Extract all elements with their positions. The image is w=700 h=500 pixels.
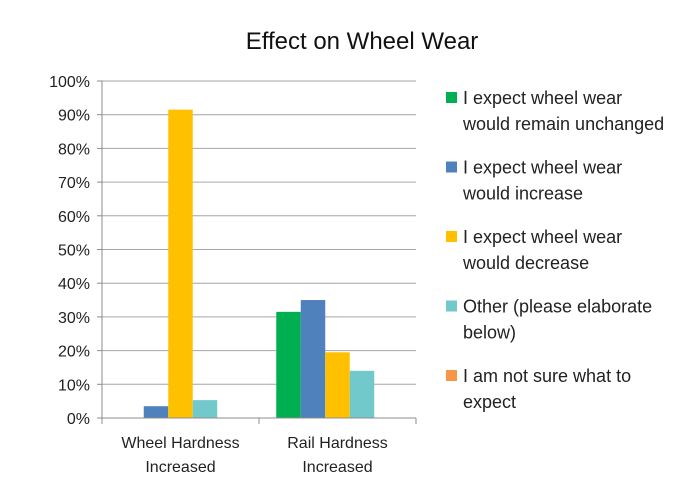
bar (143, 406, 169, 418)
legend-label: I expect wheel wear would increase (462, 158, 622, 204)
x-tick-label-line: Increased (302, 459, 372, 476)
legend-label-line: Other (please elaborate (463, 297, 652, 317)
x-tick-label-line: Rail Hardness (287, 435, 387, 452)
x-tick-label: Rail Hardness Increased (287, 435, 387, 476)
legend-swatch (446, 231, 457, 242)
legend-label: I expect wheel wear would remain unchange… (462, 88, 664, 134)
bar (325, 352, 350, 418)
legend-swatch (446, 370, 457, 381)
legend-label: Other (please elaborate below) (463, 297, 652, 343)
legend-swatch (446, 300, 457, 312)
legend-label: I expect wheel wear would decrease (462, 227, 622, 273)
bar (192, 400, 218, 418)
legend-swatch (446, 161, 457, 173)
x-tick-label-line: Increased (145, 459, 215, 476)
y-tick-label: 90% (58, 108, 90, 125)
bars (143, 109, 375, 419)
legend: I expect wheel wear would remain unchange… (446, 88, 664, 412)
bar (276, 311, 301, 418)
legend-label-line: would increase (462, 184, 583, 204)
legend-label-line: would decrease (462, 253, 589, 273)
chart-title: Effect on Wheel Wear (246, 28, 479, 55)
y-tick-label: 100% (49, 74, 90, 91)
bar (168, 109, 193, 419)
x-axis-ticks: Wheel Hardness Increased Rail Hardness Incr… (101, 418, 417, 476)
legend-label-line: below) (463, 323, 516, 343)
legend-swatch (446, 92, 457, 103)
y-tick-label: 60% (58, 209, 90, 226)
y-tick-label: 80% (58, 141, 90, 158)
y-tick-label: 0% (67, 411, 90, 428)
legend-label: I am not sure what to expect (463, 366, 631, 412)
legend-label-line: I am not sure what to (463, 366, 631, 386)
y-tick-label: 30% (58, 310, 90, 327)
x-tick-label: Wheel Hardness Increased (121, 435, 239, 476)
legend-label-line: expect (463, 392, 516, 412)
bar (300, 300, 326, 418)
x-tick-label-line: Wheel Hardness (121, 435, 239, 452)
y-axis-ticks: 0% 10% 20% 30% 40% 50% 60% 70% 80% 90% 100% (49, 74, 102, 428)
y-tick-label: 10% (58, 377, 90, 394)
y-tick-label: 70% (58, 175, 90, 192)
y-tick-label: 20% (58, 344, 90, 361)
bar (349, 370, 375, 418)
legend-label-line: I expect wheel wear (463, 88, 622, 108)
legend-label-line: would remain unchanged (462, 114, 664, 134)
y-tick-label: 50% (58, 243, 90, 260)
y-tick-label: 40% (58, 276, 90, 293)
legend-label-line: I expect wheel wear (463, 158, 622, 178)
gridlines (102, 80, 416, 385)
legend-label-line: I expect wheel wear (463, 227, 622, 247)
